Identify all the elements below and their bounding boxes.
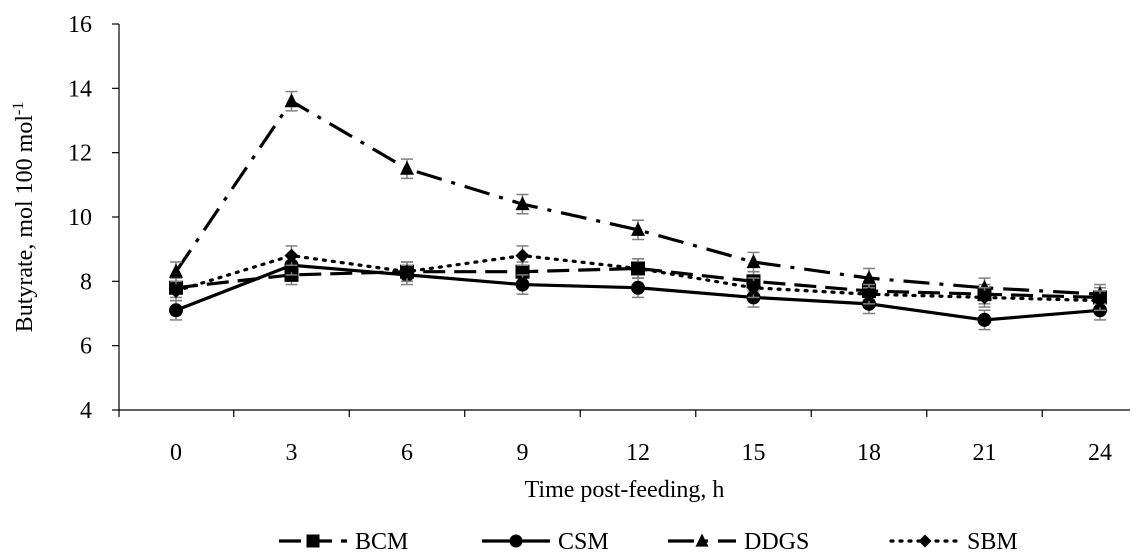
x-axis-label: Time post-feeding, h: [525, 477, 725, 503]
data-point-ddgs: [515, 196, 530, 211]
x-tick-label: 12: [626, 440, 650, 466]
x-tick-label: 21: [973, 440, 997, 466]
legend-marker-csm: [509, 534, 523, 548]
data-point-sbm: [746, 280, 761, 295]
legend-marker-sbm: [918, 534, 932, 548]
data-point-sbm: [1093, 293, 1107, 308]
x-tick-label: 9: [517, 440, 529, 466]
y-tick-label: 8: [80, 269, 92, 295]
data-point-ddgs: [862, 270, 876, 285]
y-tick-label: 14: [68, 76, 92, 102]
y-axis-label-text: Butyrate, mol 100 mol: [12, 115, 38, 333]
series-line-ddgs: [174, 99, 1101, 296]
x-tick-label: 3: [286, 440, 298, 466]
legend-label-sbm: SBM: [967, 529, 1018, 555]
y-axis-label-superscript: -1: [10, 102, 27, 115]
y-axis-ticks: 4 6 8 10 12 14 16: [68, 12, 119, 424]
data-point-csm: [515, 277, 530, 292]
series-layer: [169, 90, 1107, 331]
series-sbm: [169, 245, 1107, 312]
plot-area: 4 6 8 10 12 14 16 0 3 6 9 12 15 18 21 24: [68, 12, 1130, 466]
legend-item-ddgs: DDGS: [668, 529, 809, 555]
data-point-sbm: [284, 248, 299, 263]
y-tick-label: 10: [68, 205, 92, 231]
data-point-sbm: [169, 283, 183, 298]
x-tick-label: 18: [857, 440, 881, 466]
data-point-ddgs: [746, 253, 761, 269]
data-point-ddgs: [169, 263, 183, 278]
data-point-csm: [631, 280, 645, 295]
x-tick-label: 24: [1088, 440, 1112, 466]
y-tick-label: 12: [68, 141, 92, 167]
data-point-sbm: [515, 248, 530, 263]
y-tick-label: 4: [80, 398, 92, 424]
x-tick-label: 0: [170, 440, 182, 466]
legend-label-csm: CSM: [558, 529, 609, 555]
legend-item-csm: CSM: [482, 529, 609, 555]
y-tick-label: 16: [68, 12, 92, 38]
data-point-sbm: [862, 287, 876, 302]
y-tick-label: 6: [80, 334, 92, 360]
data-point-ddgs: [977, 279, 992, 294]
x-tick-label: 6: [401, 440, 413, 466]
data-point-csm: [977, 312, 992, 327]
legend: BCM CSM DDGS SBM: [279, 529, 1018, 555]
legend-marker-bcm: [306, 534, 320, 548]
legend-label-bcm: BCM: [355, 529, 408, 555]
data-point-sbm: [400, 264, 414, 279]
x-axis-ticks: 0 3 6 9 12 15 18 21 24: [118, 410, 1112, 466]
legend-item-bcm: BCM: [279, 529, 408, 555]
data-point-sbm: [631, 261, 645, 276]
legend-marker-ddgs: [695, 533, 709, 547]
x-tick-label: 15: [742, 440, 766, 466]
data-point-ddgs: [631, 221, 645, 236]
y-axis-label: Butyrate, mol 100 mol-1: [10, 102, 38, 333]
data-point-sbm: [977, 290, 992, 305]
legend-item-sbm: SBM: [889, 529, 1018, 555]
data-point-ddgs: [284, 93, 299, 108]
data-point-csm: [169, 303, 183, 318]
data-point-ddgs: [400, 160, 414, 175]
legend-label-ddgs: DDGS: [744, 529, 809, 555]
